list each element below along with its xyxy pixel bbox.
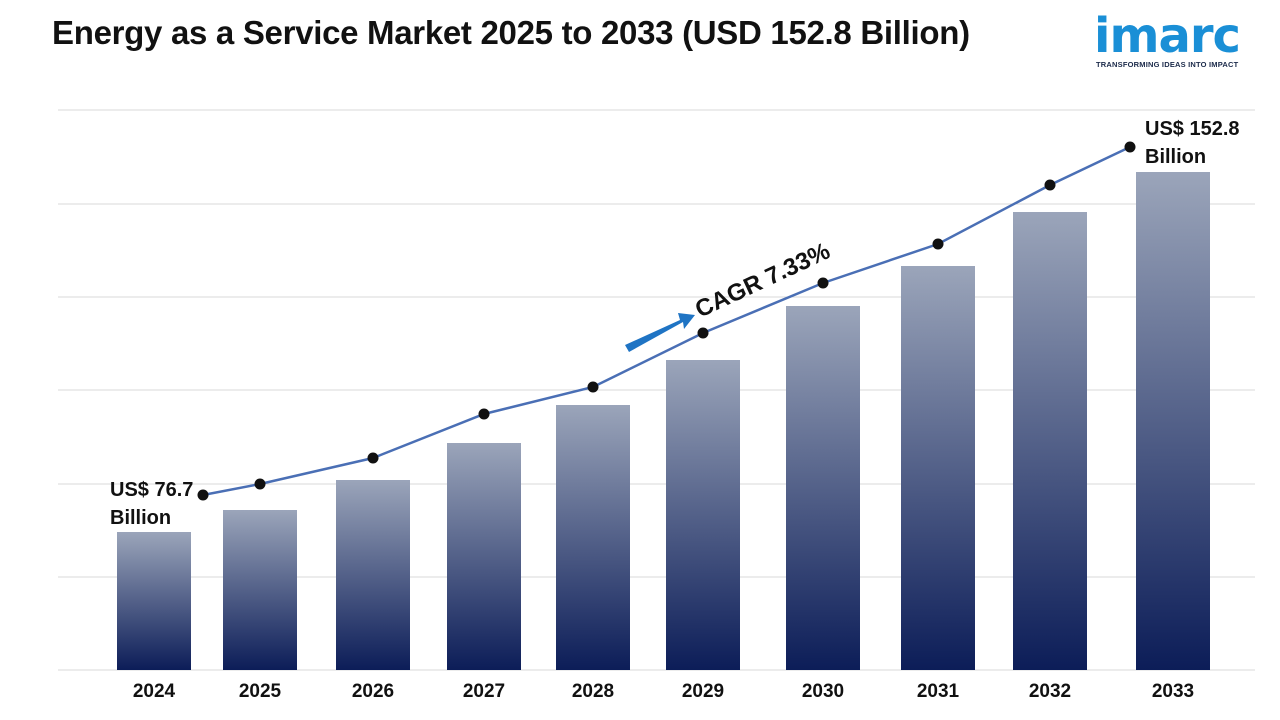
x-tick-2024: 2024 (133, 681, 176, 702)
imarc-logo: imarc TRANSFORMING IDEAS INTO IMPACT (1094, 8, 1260, 74)
bar-2025 (223, 510, 297, 670)
x-tick-labels: 2024 2025 2026 2027 2028 2029 2030 2031 2032 2033 (133, 681, 1194, 702)
x-tick-2026: 2026 (352, 681, 394, 702)
line-marker-2033 (1124, 141, 1136, 153)
line-marker-2029 (697, 327, 709, 339)
x-tick-2025: 2025 (239, 681, 282, 702)
bar-2029 (666, 360, 740, 670)
x-tick-2032: 2032 (1029, 681, 1071, 702)
x-tick-2030: 2030 (802, 681, 844, 702)
line-marker-2025 (254, 478, 266, 490)
bar-2030 (786, 306, 860, 670)
start-value-label-line1: US$ 76.7 (110, 479, 193, 501)
line-marker-2024 (197, 489, 209, 501)
line-marker-2028 (587, 381, 599, 393)
x-tick-2033: 2033 (1152, 681, 1194, 702)
bar-2031 (901, 266, 975, 670)
x-tick-2029: 2029 (682, 681, 724, 702)
line-marker-2030 (817, 277, 829, 289)
chart-title: Energy as a Service Market 2025 to 2033 … (52, 14, 970, 51)
x-tick-2027: 2027 (463, 681, 505, 702)
logo-wordmark: imarc (1094, 8, 1241, 64)
bar-2032 (1013, 212, 1087, 670)
line-marker-2032 (1044, 179, 1056, 191)
trend-polyline (202, 145, 1131, 497)
bar-2027 (447, 443, 521, 670)
x-tick-2031: 2031 (917, 681, 960, 702)
cagr-arrow (625, 313, 695, 352)
bars (117, 172, 1210, 670)
start-value-label-line2: Billion (110, 507, 171, 529)
trend-line (197, 141, 1136, 501)
line-marker-2026 (367, 452, 379, 464)
end-value-label-line1: US$ 152.8 (1145, 118, 1240, 140)
bar-2024 (117, 532, 191, 670)
x-tick-2028: 2028 (572, 681, 614, 702)
line-marker-2031 (932, 238, 944, 250)
logo-tagline: TRANSFORMING IDEAS INTO IMPACT (1096, 60, 1239, 69)
line-marker-2027 (478, 408, 490, 420)
end-value-label-line2: Billion (1145, 146, 1206, 168)
bar-2026 (336, 480, 410, 670)
bar-2033 (1136, 172, 1210, 670)
bar-2028 (556, 405, 630, 670)
